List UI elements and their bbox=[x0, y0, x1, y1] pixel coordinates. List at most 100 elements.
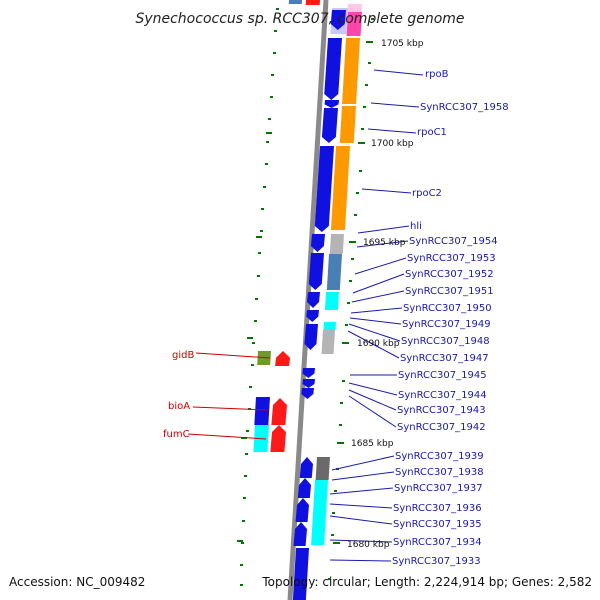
gene-label-synrcc307-1949[interactable]: SynRCC307_1949 bbox=[402, 319, 491, 330]
gene-1939-blue bbox=[299, 457, 313, 478]
tick-major-left-2 bbox=[247, 337, 253, 339]
gene-1953-blue bbox=[308, 253, 324, 290]
gene-label-synrcc307-1958[interactable]: SynRCC307_1958 bbox=[420, 102, 509, 113]
connector-right-0 bbox=[373, 69, 424, 76]
connector-right-17 bbox=[331, 455, 395, 471]
connector-right-22 bbox=[329, 539, 393, 543]
gene-label-synrcc307-1945[interactable]: SynRCC307_1945 bbox=[398, 370, 487, 381]
connector-left-0 bbox=[195, 352, 271, 359]
connector-right-3 bbox=[361, 188, 412, 194]
gene-bioa-red bbox=[271, 398, 287, 425]
tick-dot-right-18 bbox=[331, 534, 334, 536]
tick-dot-left-12 bbox=[257, 275, 260, 277]
right-gene-labels: rpoB SynRCC307_1958 rpoC1 rpoC2 hli SynR… bbox=[392, 69, 509, 567]
tick-dot-left-4 bbox=[270, 96, 273, 98]
gene-label-synrcc307-1934[interactable]: SynRCC307_1934 bbox=[393, 537, 482, 548]
tick-dot-left-16 bbox=[251, 364, 254, 366]
tick-dot-left-19 bbox=[246, 430, 249, 432]
gene-label-synrcc307-1942[interactable]: SynRCC307_1942 bbox=[397, 422, 486, 433]
gene-block-light-pink bbox=[347, 4, 362, 12]
tick-major-left-4 bbox=[237, 540, 243, 542]
tick-dot-right-11 bbox=[345, 324, 348, 326]
connector-right-23 bbox=[329, 559, 392, 562]
gene-1948-gray bbox=[321, 330, 335, 354]
gene-label-synrcc307-1950[interactable]: SynRCC307_1950 bbox=[403, 303, 492, 314]
gene-label-synrcc307-1939[interactable]: SynRCC307_1939 bbox=[395, 451, 484, 462]
gene-1938-blue bbox=[297, 478, 311, 498]
connector-right-1 bbox=[370, 102, 420, 108]
tick-major-right-3 bbox=[342, 342, 349, 344]
tick-major-right-2 bbox=[349, 241, 356, 243]
tick-dot-right-10 bbox=[347, 302, 350, 304]
gene-bioa-blue bbox=[254, 397, 270, 425]
tick-dot-right-0 bbox=[371, 18, 374, 20]
gene-label-bioa[interactable]: bioA bbox=[168, 401, 190, 412]
connector-left-2 bbox=[187, 433, 267, 440]
connector-left-1 bbox=[192, 406, 269, 411]
gene-label-synrcc307-1951[interactable]: SynRCC307_1951 bbox=[405, 286, 494, 297]
gene-label-synrcc307-1936[interactable]: SynRCC307_1936 bbox=[393, 503, 482, 514]
scale-label-1695: 1695 kbp bbox=[363, 238, 406, 248]
tick-dot-right-3 bbox=[363, 106, 366, 108]
gene-1947-blue bbox=[304, 324, 318, 350]
gene-1950-blue bbox=[307, 292, 320, 308]
gene-hli-blue bbox=[310, 234, 325, 252]
gene-rpoc1-blue bbox=[321, 108, 338, 143]
connector-right-14 bbox=[348, 382, 398, 396]
gene-label-rpoc2[interactable]: rpoC2 bbox=[412, 188, 442, 199]
tick-dot-left-14 bbox=[254, 320, 257, 322]
tick-major-right-1 bbox=[358, 142, 365, 144]
gene-arrow-top bbox=[330, 10, 346, 30]
gene-1944-blue bbox=[302, 379, 315, 388]
gene-label-synrcc307-1938[interactable]: SynRCC307_1938 bbox=[395, 467, 484, 478]
scale-label-1705: 1705 kbp bbox=[381, 39, 424, 49]
tick-dot-left-5 bbox=[268, 118, 271, 120]
gene-hli-gray bbox=[329, 234, 344, 254]
gene-1936-cyan bbox=[311, 480, 328, 545]
tick-dot-left-20 bbox=[245, 453, 248, 455]
gene-label-synrcc307-1953[interactable]: SynRCC307_1953 bbox=[407, 253, 496, 264]
tick-dot-right-13 bbox=[340, 402, 343, 404]
tick-dot-left-26 bbox=[240, 584, 243, 586]
tick-dot-left-9 bbox=[261, 208, 264, 210]
gene-block-top-red bbox=[305, 0, 320, 5]
connector-right-19 bbox=[329, 487, 394, 495]
gene-label-fumc[interactable]: fumC bbox=[163, 429, 190, 440]
connector-right-6 bbox=[354, 257, 407, 275]
gene-label-synrcc307-1954[interactable]: SynRCC307_1954 bbox=[409, 236, 498, 247]
gene-label-synrcc307-1937[interactable]: SynRCC307_1937 bbox=[394, 483, 483, 494]
tick-dot-left-22 bbox=[243, 497, 246, 499]
gene-1945-blue bbox=[302, 368, 315, 378]
connector-right-16 bbox=[348, 395, 397, 428]
tick-dot-left-3 bbox=[271, 74, 274, 76]
gene-rpoc1-orange bbox=[339, 106, 356, 143]
gene-label-synrcc307-1935[interactable]: SynRCC307_1935 bbox=[393, 519, 482, 530]
tick-dot-left-6 bbox=[266, 141, 269, 143]
tick-dot-right-7 bbox=[354, 214, 357, 216]
gene-1949-blue bbox=[306, 310, 319, 322]
tick-dot-right-14 bbox=[339, 424, 342, 426]
gene-label-gidb[interactable]: gidB bbox=[172, 350, 194, 361]
gene-1949-cyan bbox=[323, 322, 336, 330]
gene-fumc-red bbox=[270, 425, 286, 452]
connector-right-10 bbox=[349, 317, 402, 325]
connector-right-8 bbox=[351, 290, 405, 303]
gene-label-synrcc307-1947[interactable]: SynRCC307_1947 bbox=[400, 353, 489, 364]
gene-label-synrcc307-1943[interactable]: SynRCC307_1943 bbox=[397, 405, 486, 416]
gene-1952-steel bbox=[326, 254, 342, 290]
accession-text: Accession: NC_009482 bbox=[9, 575, 145, 589]
gene-label-rpoc1[interactable]: rpoC1 bbox=[417, 127, 447, 138]
connector-right-5 bbox=[356, 240, 409, 248]
gene-rpoc2-blue bbox=[314, 146, 334, 232]
connector-right-15 bbox=[348, 389, 397, 411]
gene-label-synrcc307-1944[interactable]: SynRCC307_1944 bbox=[398, 390, 487, 401]
gene-rpoc2-orange bbox=[330, 146, 350, 230]
tick-major-left-0 bbox=[266, 132, 272, 134]
gene-label-synrcc307-1948[interactable]: SynRCC307_1948 bbox=[401, 336, 490, 347]
gene-label-synrcc307-1933[interactable]: SynRCC307_1933 bbox=[392, 556, 481, 567]
gene-label-rpob[interactable]: rpoB bbox=[425, 69, 449, 80]
gene-label-hli[interactable]: hli bbox=[410, 221, 422, 232]
scale-label-1700: 1700 kbp bbox=[371, 139, 414, 149]
gene-label-synrcc307-1952[interactable]: SynRCC307_1952 bbox=[405, 269, 494, 280]
